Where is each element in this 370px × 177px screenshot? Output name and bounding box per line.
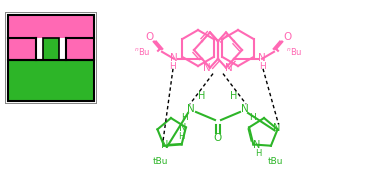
Text: N: N bbox=[241, 104, 249, 114]
Bar bbox=[8, 15, 94, 60]
Text: H: H bbox=[181, 113, 187, 121]
Bar bbox=[36, 38, 67, 60]
Text: tBu: tBu bbox=[267, 156, 283, 165]
Text: N: N bbox=[258, 53, 266, 63]
Text: O: O bbox=[214, 133, 222, 143]
Text: O: O bbox=[283, 32, 291, 42]
Text: $^n$Bu: $^n$Bu bbox=[286, 46, 302, 57]
Text: H: H bbox=[260, 62, 266, 71]
Text: N: N bbox=[253, 141, 260, 150]
Bar bbox=[43, 38, 59, 60]
Text: N: N bbox=[179, 123, 186, 133]
Text: O: O bbox=[145, 32, 153, 42]
Text: H: H bbox=[230, 91, 238, 101]
Text: N: N bbox=[225, 63, 233, 73]
Text: N: N bbox=[273, 123, 280, 133]
Text: H: H bbox=[249, 113, 255, 121]
Text: H: H bbox=[198, 91, 206, 101]
Bar bbox=[8, 15, 94, 60]
Bar bbox=[43, 38, 59, 60]
Text: N: N bbox=[187, 104, 195, 114]
Text: tBu: tBu bbox=[152, 156, 168, 165]
Bar bbox=[8, 60, 94, 101]
Text: N: N bbox=[161, 140, 169, 150]
Bar bbox=[8, 60, 94, 101]
Text: H: H bbox=[255, 149, 262, 158]
Text: $^n$Bu: $^n$Bu bbox=[134, 46, 150, 57]
Text: H: H bbox=[169, 62, 176, 71]
Text: N: N bbox=[170, 53, 178, 63]
Bar bbox=[5, 12, 97, 104]
Text: N: N bbox=[203, 63, 211, 73]
Text: H: H bbox=[178, 132, 184, 141]
Bar bbox=[6, 13, 96, 103]
